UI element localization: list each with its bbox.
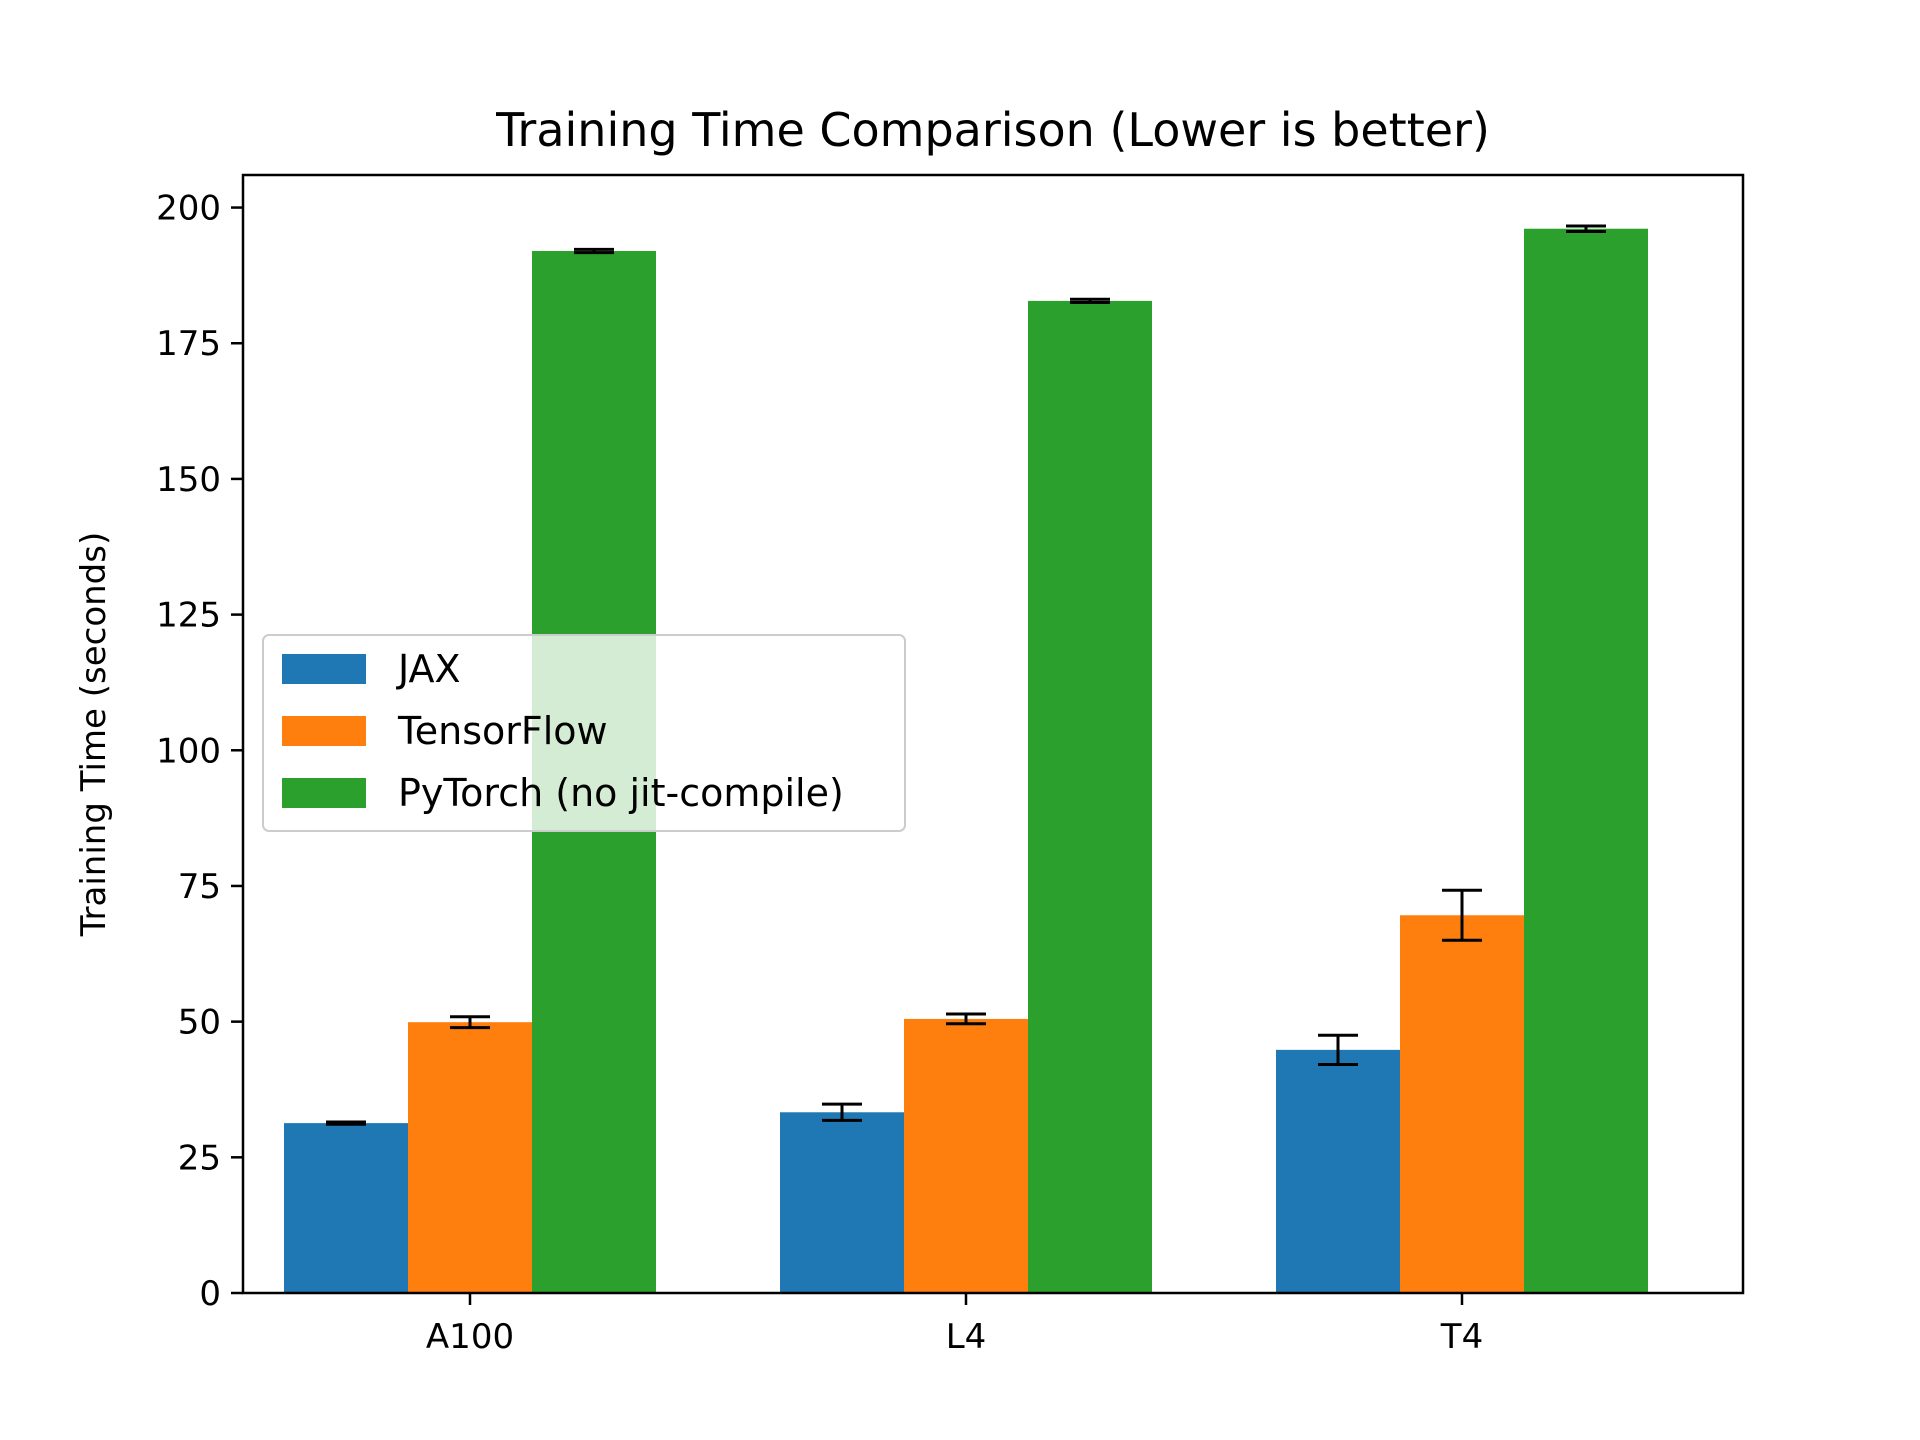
legend-entries: JAX TensorFlow PyTorch (no jit-compile) [282, 647, 844, 815]
y-tick-label: 0 [199, 1274, 221, 1314]
legend-label: PyTorch (no jit-compile) [398, 771, 844, 815]
chart-title: Training Time Comparison (Lower is bette… [495, 103, 1490, 157]
legend-box [262, 634, 906, 832]
bar-t4-jax [1276, 1049, 1400, 1293]
bar-a100-tensorflow [408, 1022, 532, 1293]
bar-l4-jax [780, 1112, 904, 1293]
legend-swatch-pytorch [282, 778, 366, 808]
y-tick-label: 75 [178, 867, 221, 907]
bar-l4-tensorflow [904, 1018, 1028, 1293]
x-tick-label: L4 [946, 1317, 987, 1357]
y-tick-label: 50 [178, 1003, 221, 1043]
error-bars-layer [326, 224, 1606, 1126]
x-axis: A100 L4 T4 [426, 1293, 1483, 1357]
bar-t4-tensorflow [1400, 915, 1524, 1293]
bar-a100-jax [284, 1123, 408, 1293]
y-tick-label: 150 [156, 460, 221, 500]
legend-swatch-tensorflow [282, 716, 366, 746]
legend-label: JAX [396, 647, 461, 691]
bar-t4-pytorch [1524, 228, 1648, 1293]
y-axis-title: Training Time (seconds) [74, 532, 114, 937]
legend: JAX TensorFlow PyTorch (no jit-compile) [262, 634, 906, 832]
y-tick-label: 100 [156, 731, 221, 771]
y-axis: 0 25 50 75 100 125 150 175 200 [156, 189, 243, 1314]
x-tick-label: A100 [426, 1317, 514, 1357]
x-tick-label: T4 [1440, 1317, 1483, 1357]
legend-label: TensorFlow [397, 709, 608, 753]
legend-swatch-jax [282, 654, 366, 684]
y-tick-label: 200 [156, 189, 221, 229]
bar-l4-pytorch [1028, 300, 1152, 1294]
y-tick-label: 125 [156, 596, 221, 636]
plot-frame [241, 173, 1745, 1295]
bars-layer [284, 228, 1648, 1294]
y-tick-label: 25 [178, 1138, 221, 1178]
y-tick-label: 175 [156, 324, 221, 364]
